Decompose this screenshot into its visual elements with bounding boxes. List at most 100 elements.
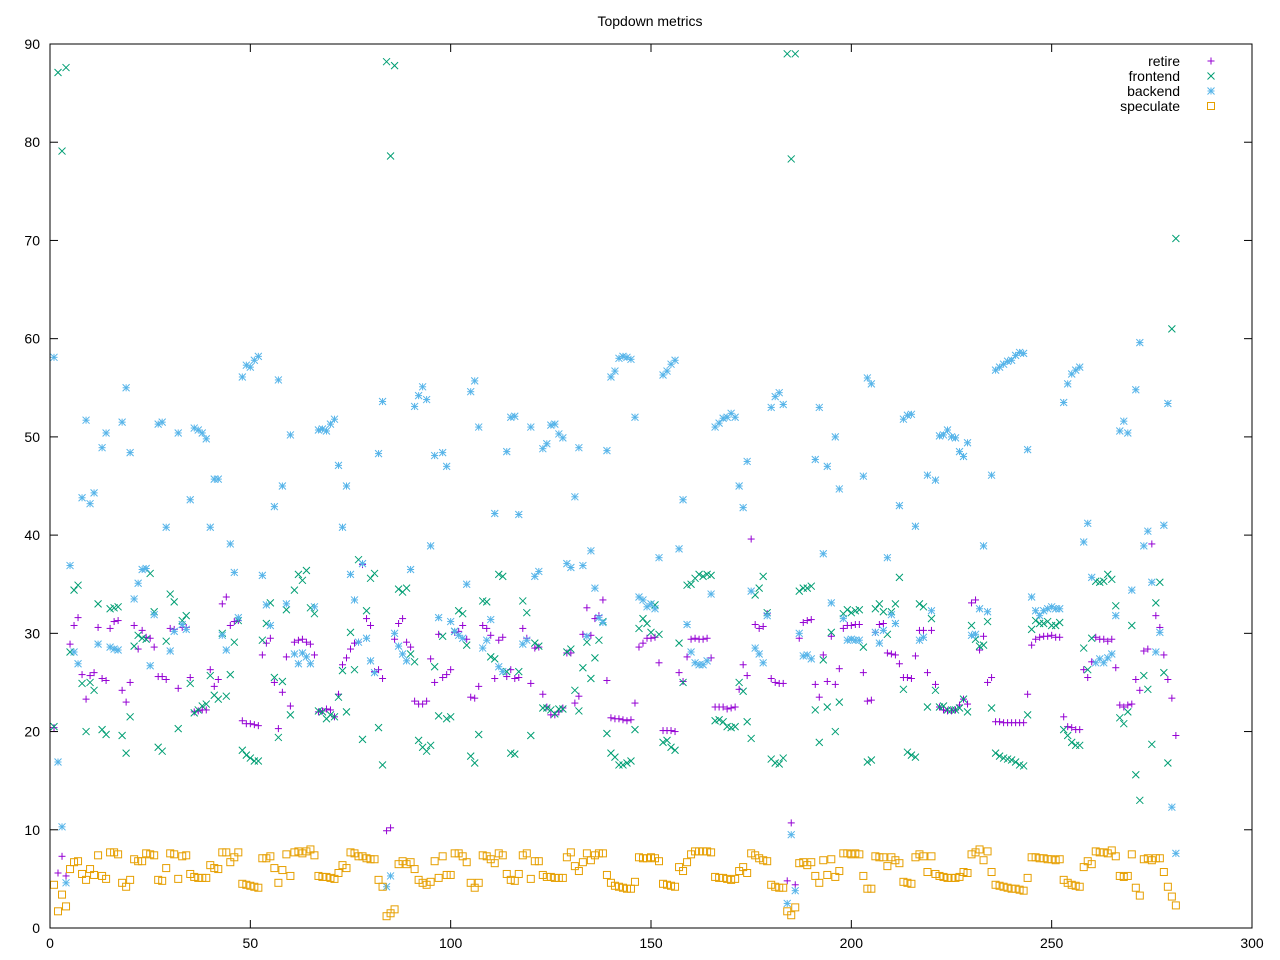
backend-point	[250, 356, 259, 365]
retire-point	[122, 698, 130, 706]
backend-point	[1164, 399, 1172, 408]
frontend-point	[102, 730, 110, 739]
speculate-point	[723, 874, 732, 883]
speculate-point	[330, 874, 339, 883]
speculate-point	[847, 850, 856, 859]
speculate-point	[446, 870, 455, 879]
backend-point	[1143, 527, 1152, 536]
frontend-point	[254, 757, 263, 765]
backend-point	[278, 482, 287, 490]
backend-point	[1135, 338, 1144, 347]
speculate-point	[430, 857, 439, 866]
retire-point	[883, 649, 891, 657]
speculate-point	[739, 863, 748, 872]
frontend-point	[591, 654, 599, 662]
speculate-point	[594, 849, 603, 858]
frontend-point	[991, 749, 1000, 758]
backend-point	[482, 636, 491, 645]
backend-point	[627, 355, 635, 364]
speculate-point	[691, 847, 700, 856]
frontend-point	[919, 602, 928, 611]
retire-point	[1028, 641, 1036, 649]
speculate-point	[90, 870, 99, 879]
backend-point	[587, 546, 595, 555]
frontend-point	[326, 711, 335, 719]
frontend-point	[1055, 618, 1064, 627]
backend-point	[807, 655, 816, 663]
retire-point	[1048, 631, 1056, 639]
backend-point	[839, 614, 848, 623]
backend-point	[875, 639, 884, 648]
speculate-point	[1019, 886, 1028, 895]
frontend-point	[82, 727, 90, 736]
speculate-point	[743, 868, 752, 877]
backend-point	[414, 391, 423, 400]
speculate-point	[266, 852, 275, 861]
speculate-point	[158, 876, 167, 885]
backend-point	[1099, 658, 1108, 667]
speculate-point	[82, 875, 91, 884]
backend-point	[258, 571, 267, 580]
frontend-point	[1087, 634, 1096, 643]
backend-point	[358, 559, 367, 568]
retire-point	[1172, 731, 1180, 739]
backend-point	[282, 600, 291, 608]
backend-point	[883, 553, 892, 562]
frontend-point	[667, 743, 675, 752]
speculate-point	[642, 854, 651, 863]
y-tick-label: 90	[24, 36, 40, 52]
frontend-point	[186, 679, 195, 688]
backend-point	[202, 434, 211, 443]
retire-point	[106, 624, 114, 632]
backend-point	[911, 522, 920, 531]
frontend-point	[158, 747, 167, 756]
backend-point	[390, 629, 399, 638]
frontend-point	[567, 645, 575, 653]
retire-point	[166, 624, 174, 632]
frontend-point	[374, 723, 383, 732]
retire-point	[619, 716, 627, 724]
backend-point	[186, 495, 195, 504]
plot-frame	[49, 43, 1253, 929]
backend-point	[599, 618, 607, 627]
backend-point	[891, 619, 900, 628]
frontend-point	[1143, 685, 1152, 694]
frontend-point	[931, 686, 940, 695]
speculate-point	[618, 883, 627, 892]
backend-point	[687, 648, 695, 656]
speculate-point	[586, 856, 595, 865]
retire-point	[314, 708, 322, 716]
speculate-point	[270, 864, 279, 873]
retire-point	[799, 619, 807, 627]
backend-point	[971, 630, 980, 639]
backend-point	[246, 363, 255, 372]
retire-point	[827, 632, 835, 640]
speculate-point	[506, 875, 515, 884]
frontend-point	[366, 574, 375, 583]
speculate-point	[534, 857, 543, 866]
backend-point	[270, 502, 279, 511]
backend-point	[943, 426, 952, 434]
frontend-point	[959, 695, 968, 703]
retire-point	[262, 639, 270, 647]
backend-point	[1075, 363, 1084, 372]
retire-point	[651, 633, 659, 641]
retire-point	[379, 675, 387, 683]
backend-point	[334, 461, 343, 470]
speculate-point	[711, 872, 720, 881]
speculate-point	[58, 890, 67, 899]
speculate-point	[795, 859, 804, 868]
frontend-point	[575, 707, 583, 715]
backend-point	[166, 647, 175, 655]
speculate-point	[823, 870, 832, 879]
y-tick-label: 10	[24, 822, 40, 838]
retire-point	[583, 604, 591, 612]
backend-point	[550, 420, 559, 428]
speculate-point	[1135, 891, 1144, 900]
backend-point	[150, 610, 159, 619]
retire-point	[699, 635, 707, 643]
speculate-point	[554, 873, 563, 882]
backend-point	[763, 611, 772, 620]
backend-point	[446, 617, 455, 626]
frontend-point	[623, 759, 631, 767]
